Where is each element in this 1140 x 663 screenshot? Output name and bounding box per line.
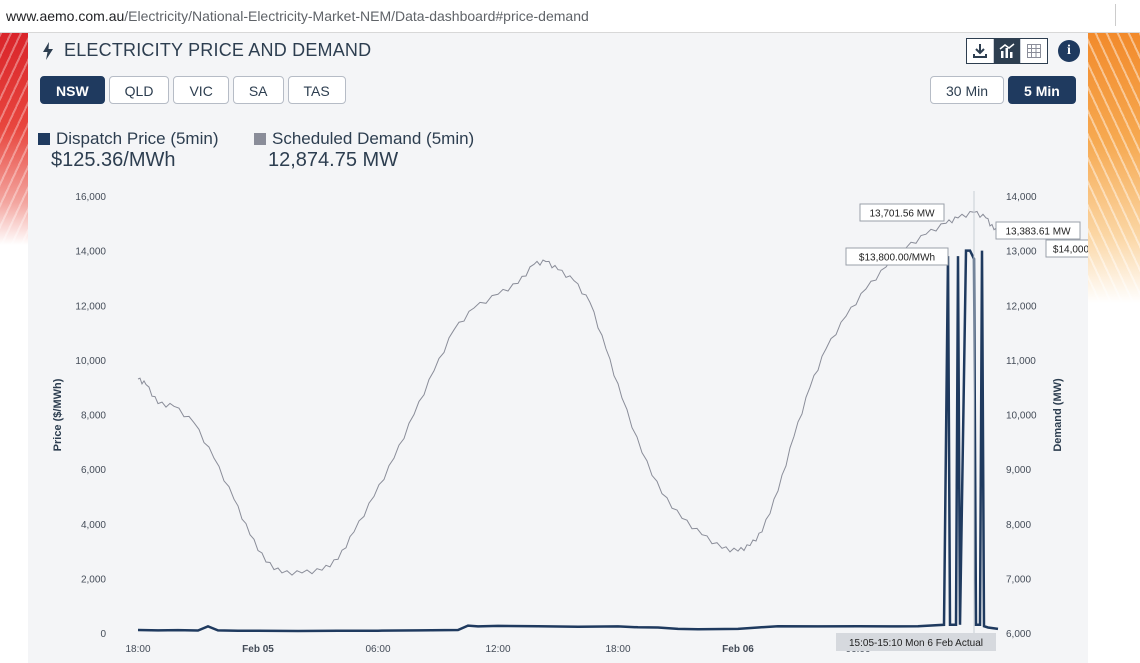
price-series-line xyxy=(137,249,999,633)
price-marker-tooltip: $13,800.00/MWh xyxy=(845,247,949,266)
y-right-tick-label: 11,000 xyxy=(1006,356,1036,367)
price-last-tooltip: $14,000.00/MWh xyxy=(1045,239,1088,258)
demand-peak-tooltip-box xyxy=(859,203,945,222)
legend-price-swatch xyxy=(38,133,50,145)
chart-area: Dispatch Price (5min) $125.36/MWh Schedu… xyxy=(28,111,1088,663)
y-left-tick-label: 10,000 xyxy=(75,356,106,367)
region-selector: NSW QLD VIC SA TAS xyxy=(40,76,346,104)
price-last-tooltip-text: $14,000.00/MWh xyxy=(1053,245,1088,256)
y-left-tick-label: 2,000 xyxy=(81,574,106,585)
demand-peak-tooltip: 13,701.56 MW xyxy=(859,203,945,222)
y-right-tick-label: 7,000 xyxy=(1006,574,1031,585)
demand-last-tooltip: 13,383.61 MW xyxy=(995,221,1081,240)
decorative-banner-right xyxy=(1088,33,1140,303)
legend-price-label: Dispatch Price (5min) xyxy=(56,129,219,148)
region-button-vic[interactable]: VIC xyxy=(173,76,229,104)
legend-price[interactable]: Dispatch Price (5min) xyxy=(38,129,219,149)
y-left-tick-label: 16,000 xyxy=(75,192,106,203)
interval-selector: 30 Min 5 Min xyxy=(930,76,1076,104)
x-tick-label: 12:00 xyxy=(485,644,510,655)
table-view-button[interactable] xyxy=(1021,39,1047,63)
lightning-icon xyxy=(43,41,53,60)
y-right-tick-label: 9,000 xyxy=(1006,465,1031,476)
region-button-qld[interactable]: QLD xyxy=(108,76,170,104)
legend-price-value: $125.36/MWh xyxy=(51,149,176,171)
url-path: /Electricity/National-Electricity-Market… xyxy=(124,8,589,24)
price-demand-chart[interactable]: 0 2,000 4,000 6,000 8,000 10,000 12,000 14,000 1… xyxy=(28,111,1088,663)
legend-demand-value: 12,874.75 MW xyxy=(268,149,399,171)
region-button-sa[interactable]: SA xyxy=(232,76,284,104)
price-last-tooltip-box xyxy=(1045,239,1088,258)
legend-demand-label: Scheduled Demand (5min) xyxy=(272,129,475,148)
interval-button-5min[interactable]: 5 Min xyxy=(1008,76,1076,104)
y-left-tick-label: 12,000 xyxy=(75,301,106,312)
y-right-tick-label: 14,000 xyxy=(1006,192,1037,203)
download-button[interactable] xyxy=(967,39,994,63)
decorative-banner-left xyxy=(0,33,28,245)
x-tick-label: 18:00 xyxy=(605,644,630,655)
widget-header: ELECTRICITY PRICE AND DEMAND xyxy=(28,33,1088,111)
x-crosshair-label: 15:05-15:10 Mon 6 Feb Actual xyxy=(836,633,996,651)
info-icon: i xyxy=(1067,43,1071,58)
widget-title: ELECTRICITY PRICE AND DEMAND xyxy=(42,40,371,61)
table-icon xyxy=(1027,44,1041,58)
x-tick-label: Feb 05 xyxy=(242,644,274,655)
y-right-tick-label: 12,000 xyxy=(1006,301,1037,312)
y-left-axis-title: Price ($/MWh) xyxy=(52,378,64,451)
info-button[interactable]: i xyxy=(1058,40,1080,62)
y-left-tick-label: 8,000 xyxy=(81,411,106,422)
y-right-tick-label: 13,000 xyxy=(1006,247,1037,258)
legend-demand[interactable]: Scheduled Demand (5min) xyxy=(254,129,474,149)
price-marker-tooltip-text: $13,800.00/MWh xyxy=(859,253,935,264)
y-right-tick-label: 8,000 xyxy=(1006,520,1031,531)
y-right-tick-label: 6,000 xyxy=(1006,629,1031,640)
chart-icon xyxy=(999,43,1015,58)
y-right-axis-title: Demand (MW) xyxy=(1052,378,1064,452)
demand-peak-tooltip-text: 13,701.56 MW xyxy=(869,209,935,220)
widget-title-text: ELECTRICITY PRICE AND DEMAND xyxy=(64,40,372,60)
region-button-tas[interactable]: TAS xyxy=(287,76,346,104)
price-demand-widget: ELECTRICITY PRICE AND DEMAND xyxy=(28,33,1088,663)
browser-url-bar[interactable]: www.aemo.com.au/Electricity/National-Ele… xyxy=(0,0,1140,33)
x-crosshair-label-box xyxy=(836,633,996,651)
demand-series-line xyxy=(137,210,1001,576)
y-left-tick-label: 4,000 xyxy=(81,520,106,531)
interval-button-30min[interactable]: 30 Min xyxy=(930,76,1005,104)
y-left-tick-label: 6,000 xyxy=(81,465,106,476)
url-domain: www.aemo.com.au xyxy=(6,8,125,24)
chart-view-button[interactable] xyxy=(994,39,1021,63)
url-divider xyxy=(1115,4,1116,26)
y-left-tick-label: 0 xyxy=(100,629,106,640)
download-icon xyxy=(973,44,987,58)
legend-demand-swatch xyxy=(254,133,266,145)
url-text[interactable]: www.aemo.com.au/Electricity/National-Ele… xyxy=(6,8,589,24)
x-crosshair-label-text: 15:05-15:10 Mon 6 Feb Actual xyxy=(849,638,983,649)
demand-last-tooltip-box xyxy=(995,221,1081,240)
x-tick-label: Feb 06 xyxy=(722,644,754,655)
x-tick-label: 18:00 xyxy=(125,644,150,655)
region-button-nsw[interactable]: NSW xyxy=(40,76,105,104)
y-left-tick-label: 14,000 xyxy=(75,247,106,258)
price-marker-tooltip-box xyxy=(845,247,949,266)
view-toolbar xyxy=(966,38,1048,64)
demand-last-tooltip-text: 13,383.61 MW xyxy=(1005,227,1071,238)
y-right-tick-label: 10,000 xyxy=(1006,411,1037,422)
x-tick-label: 06:00 xyxy=(365,644,390,655)
